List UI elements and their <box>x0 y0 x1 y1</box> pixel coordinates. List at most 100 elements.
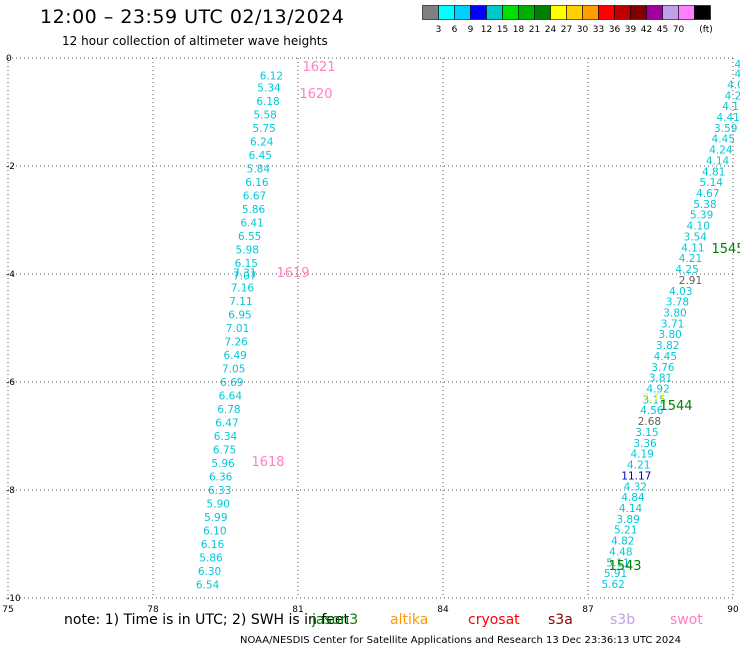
x-tick-label: 90 <box>727 605 739 615</box>
colorbar-tick-label: 21 <box>529 25 540 35</box>
y-tick-label: -8 <box>6 486 15 496</box>
data-point-label: 5.21 <box>614 525 637 537</box>
chart-title: 12:00 – 23:59 UTC 02/13/2024 <box>40 6 345 28</box>
time-label: 1619 <box>276 266 309 281</box>
colorbar-tick-label: 9 <box>468 25 474 35</box>
data-point-label: 6.45 <box>249 150 272 162</box>
data-point-label: 6.95 <box>228 309 251 321</box>
data-point-label: 4.41 <box>716 112 739 124</box>
data-point-label: 5.58 <box>253 110 276 122</box>
data-point-label: 6.18 <box>256 96 279 108</box>
y-tick-label: -2 <box>6 162 15 172</box>
data-point-label: 4.32 <box>624 481 647 493</box>
data-point-label: 4.10 <box>687 221 710 233</box>
data-point-label: 4.56 <box>640 405 664 417</box>
colorbar-tick-label: 3 <box>436 25 442 35</box>
data-point-label: 5.99 <box>204 512 227 524</box>
chart-subtitle: 12 hour collection of altimeter wave hei… <box>62 34 328 48</box>
data-point-label: 5.39 <box>690 210 713 222</box>
y-tick-label: -6 <box>6 378 15 388</box>
satellite-legend-item: altika <box>390 612 429 628</box>
data-point-label: 4.45 <box>712 134 735 146</box>
colorbar-tick-label: 15 <box>497 25 508 35</box>
data-point-label: 3.36 <box>633 438 657 450</box>
data-point-label: 4.11 <box>681 242 704 254</box>
data-point-label: 5.98 <box>236 245 259 257</box>
colorbar-tick-label: 39 <box>625 25 637 35</box>
data-point-label: 6.16 <box>245 177 269 189</box>
satellite-legend-item: jason3 <box>312 612 359 628</box>
data-point-label: 4.19 <box>630 449 653 461</box>
data-point-label: 6.16 <box>201 539 225 551</box>
data-point-label: 5.75 <box>252 123 275 135</box>
data-point-label: 4.82 <box>611 536 634 548</box>
data-point-label: 4.24 <box>709 145 733 157</box>
data-point-label: 5.86 <box>242 204 266 216</box>
data-point-label: 3.54 <box>684 231 708 243</box>
data-point-label: 3.80 <box>658 329 681 341</box>
time-label: 1621 <box>302 60 335 75</box>
data-point-label: 6.41 <box>240 218 263 230</box>
data-point-label: 7.31 <box>233 267 256 279</box>
data-point-label: 4 <box>734 69 740 81</box>
data-point-label: 6.24 <box>250 137 274 149</box>
data-point-label: 3.80 <box>663 307 686 319</box>
data-point-label: 5.91 <box>604 568 627 580</box>
data-point-label: 6.64 <box>219 390 243 402</box>
data-point-label: 6.75 <box>213 444 236 456</box>
data-point-label: 7.71 <box>643 392 666 404</box>
data-point-label: 6.49 <box>223 350 246 362</box>
data-point-label: 6.36 <box>209 471 233 483</box>
colorbar-tick-label: 36 <box>609 25 621 35</box>
data-point-label: 5.90 <box>207 498 230 510</box>
data-point-label: 4.14 <box>619 503 643 515</box>
data-point-label: 7.05 <box>222 363 245 375</box>
data-point-label: 7.01 <box>226 323 249 335</box>
data-point-label: 4.81 <box>702 166 725 178</box>
data-point-label: 2.68 <box>638 416 661 428</box>
data-point-label: 4.67 <box>696 188 719 200</box>
data-point-label: 4.48 <box>609 546 632 558</box>
colorbar-tick-label: 70 <box>673 25 685 35</box>
data-point-label: 3.78 <box>666 297 689 309</box>
data-point-label: 3.15 <box>635 427 658 439</box>
data-point-label: 3.76 <box>651 362 675 374</box>
satellite-legend-item: s3b <box>610 612 636 628</box>
time-label: 1618 <box>251 455 284 470</box>
time-label: 1620 <box>299 87 332 102</box>
time-label: 1545 <box>711 242 740 257</box>
data-point-label: 6.47 <box>215 417 238 429</box>
data-point-label: 3.82 <box>656 340 679 352</box>
colorbar-tick-label: 27 <box>561 25 572 35</box>
data-point-label: 6.69 <box>220 377 243 389</box>
data-point-label: 11.17 <box>621 470 651 482</box>
data-point-label: 4.45 <box>654 351 677 363</box>
data-point-label: 3.59 <box>714 123 737 135</box>
data-point-label: 7.07 <box>233 271 256 283</box>
footnote: note: 1) Time is in UTC; 2) SWH is in fe… <box>64 612 350 628</box>
data-point-label: 6.78 <box>217 404 240 416</box>
time-label: 1543 <box>608 559 641 574</box>
satellite-legend-item: swot <box>670 612 703 628</box>
time-label: 1544 <box>659 399 692 414</box>
data-point-label: 6.10 <box>203 525 226 537</box>
data-point-label: 6.55 <box>238 231 261 243</box>
colorbar-legend: 3 6 9 12 15 18 21 24 27 30 33 36 39 42 45 70 (ft) <box>422 5 713 35</box>
colorbar-tick-label: 12 <box>481 25 492 35</box>
data-point-label: 5.96 <box>211 458 235 470</box>
x-tick-label: 78 <box>147 605 159 615</box>
data-point-label: 7.11 <box>229 296 252 308</box>
y-tick-label: 0 <box>6 54 12 64</box>
data-point-label: 5.14 <box>700 177 724 189</box>
data-point-label: 5.11 <box>606 557 629 569</box>
data-point-label: 4.03 <box>669 286 692 298</box>
data-point-label: 4 <box>734 59 740 71</box>
satellite-legend-item: s3a <box>548 612 573 628</box>
credit-line: NOAA/NESDIS Center for Satellite Applica… <box>240 635 682 646</box>
data-point-label: 5.62 <box>601 579 624 591</box>
data-point-label: 3.15 <box>643 394 666 406</box>
data-point-label: 6.30 <box>198 566 221 578</box>
x-tick-label: 84 <box>437 605 449 615</box>
data-point-label: 4.0 <box>727 79 740 91</box>
